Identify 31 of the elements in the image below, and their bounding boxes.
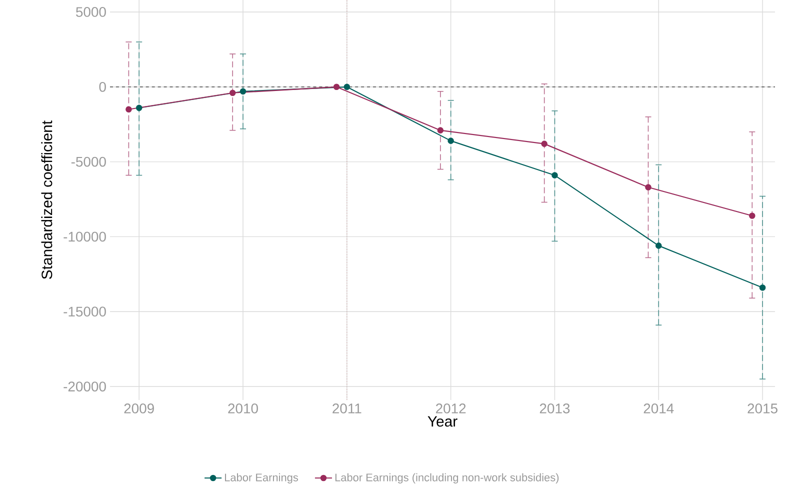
- y-tick-label: -10000: [64, 232, 106, 242]
- point: [645, 184, 652, 190]
- point: [748, 212, 756, 219]
- y-tick-label: 0: [99, 82, 106, 92]
- x-tick-label: 2015: [748, 404, 778, 414]
- point: [552, 172, 558, 178]
- legend-label: Labor Earnings (including non-work subsidies): [335, 473, 559, 484]
- x-tick-label: 2009: [124, 404, 154, 414]
- point: [333, 84, 340, 90]
- point: [240, 88, 246, 95]
- y-tick-label: -5000: [71, 156, 106, 167]
- y-axis-title: Standardized coefficient: [41, 120, 52, 279]
- point: [541, 140, 548, 147]
- point: [448, 138, 454, 144]
- point: [136, 104, 142, 112]
- point: [126, 106, 132, 113]
- x-tick-label: 2014: [644, 404, 674, 414]
- legend-label: Labor Earnings: [225, 473, 298, 484]
- x-tick-label: 2013: [540, 404, 570, 414]
- x-tick-label: 2010: [228, 404, 258, 414]
- x-tick-label: 2012: [436, 404, 466, 414]
- y-tick-label: -20000: [64, 382, 106, 392]
- y-tick-label: 5000: [76, 7, 106, 17]
- y-tick-label: -15000: [64, 306, 106, 317]
- point: [344, 84, 350, 90]
- point: [759, 284, 766, 291]
- x-axis-title: Year: [428, 416, 458, 427]
- x-tick-label: 2011: [332, 404, 362, 414]
- point: [229, 90, 236, 96]
- point: [655, 242, 662, 249]
- point: [437, 127, 444, 134]
